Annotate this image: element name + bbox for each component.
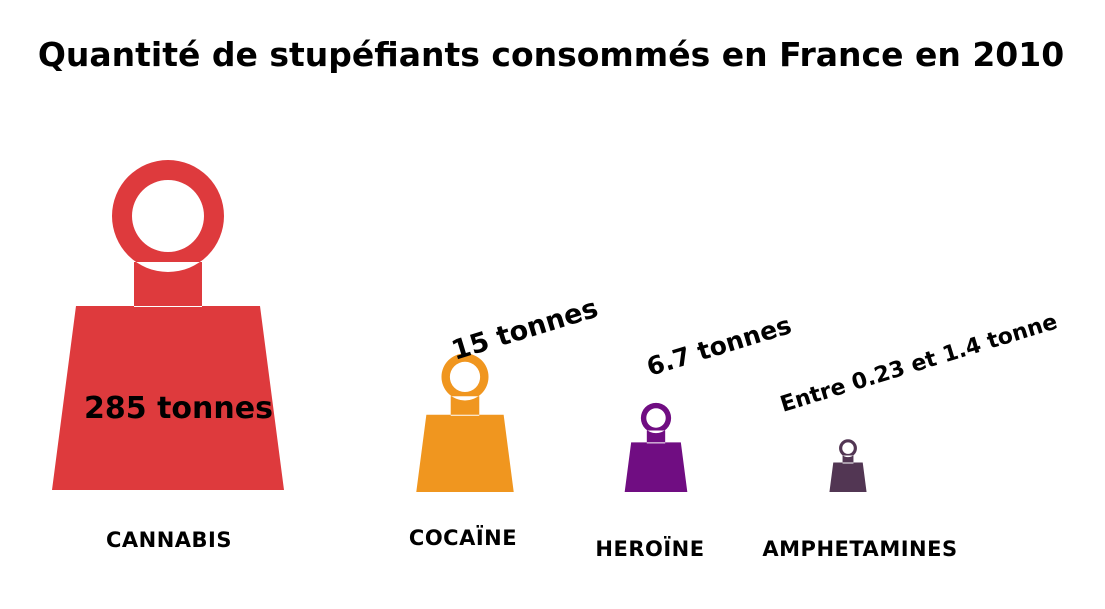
category-label-cannabis: CANNABIS [106, 528, 232, 552]
category-label-cocaine: COCAÏNE [409, 525, 517, 550]
weight-icon-amphetamines [829, 439, 867, 492]
value-label-amphetamines: Entre 0.23 et 1.4 tonne [777, 310, 1060, 418]
weight-amphetamines: Entre 0.23 et 1.4 tonne AMPHETAMINES [762, 310, 1060, 561]
category-label-amphetamines: AMPHETAMINES [762, 537, 957, 561]
weight-icon-cannabis [52, 160, 284, 490]
weight-icon-heroine [624, 402, 688, 492]
value-label-heroine: 6.7 tonnes [643, 310, 795, 381]
weight-cocaine: 15 tonnes COCAÏNE [409, 293, 602, 550]
chart-title: Quantité de stupéfiants consommés en Fra… [38, 35, 1064, 74]
value-label-cannabis: 285 tonnes [84, 391, 273, 426]
value-label-cocaine: 15 tonnes [448, 293, 602, 367]
category-label-heroine: HEROÏNE [595, 536, 704, 561]
weight-icon-cocaine [416, 353, 514, 492]
weight-cannabis: 285 tonnes CANNABIS [52, 160, 284, 552]
weight-heroine: 6.7 tonnes HEROÏNE [595, 310, 794, 561]
